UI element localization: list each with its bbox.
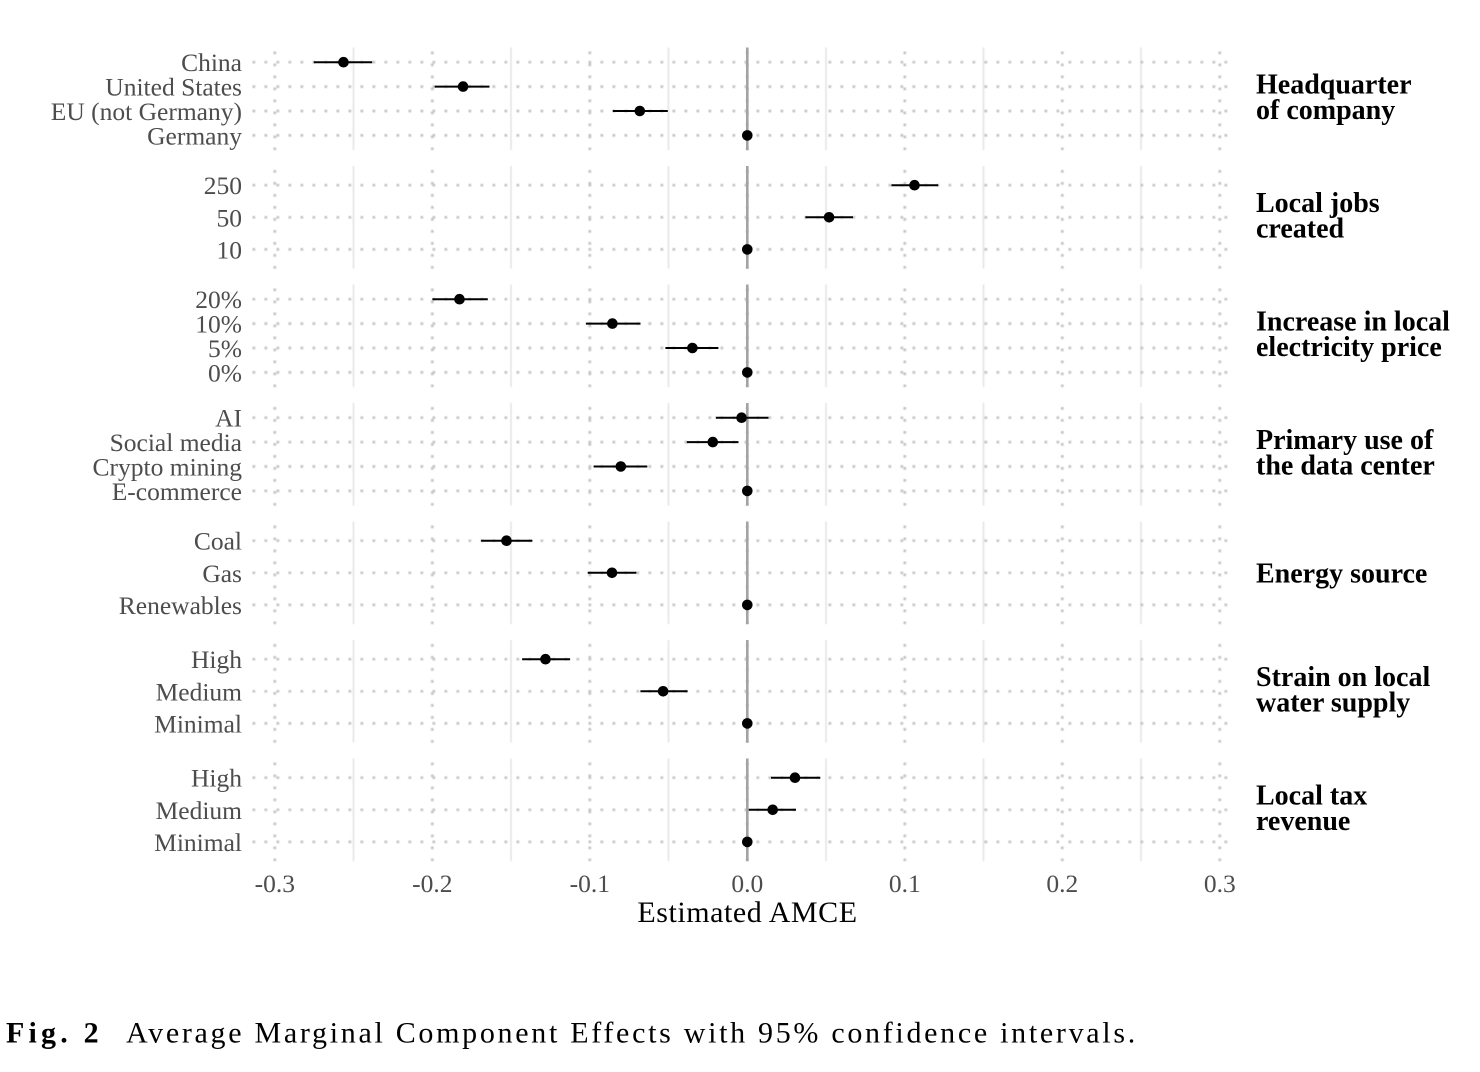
svg-text:created: created — [1256, 213, 1345, 244]
svg-text:0.1: 0.1 — [889, 869, 921, 898]
svg-text:Minimal: Minimal — [154, 828, 242, 857]
svg-text:High: High — [191, 764, 242, 793]
svg-text:Social media: Social media — [110, 428, 242, 457]
svg-text:Medium: Medium — [156, 677, 243, 706]
svg-text:10: 10 — [217, 235, 243, 264]
svg-text:United States: United States — [105, 73, 242, 102]
svg-text:Average Marginal Component Eff: Average Marginal Component Effects with … — [126, 1017, 1138, 1050]
svg-text:-0.1: -0.1 — [570, 869, 610, 898]
svg-text:50: 50 — [217, 203, 243, 232]
svg-text:EU (not Germany): EU (not Germany) — [51, 97, 242, 126]
svg-text:20%: 20% — [195, 285, 242, 314]
svg-text:AI: AI — [215, 404, 242, 433]
svg-text:Medium: Medium — [156, 796, 243, 825]
svg-text:Energy source: Energy source — [1256, 558, 1427, 589]
svg-text:the data center: the data center — [1256, 450, 1435, 481]
svg-text:Local tax: Local tax — [1256, 781, 1367, 812]
svg-text:revenue: revenue — [1256, 806, 1350, 837]
svg-text:E-commerce: E-commerce — [112, 477, 242, 506]
svg-text:Germany: Germany — [147, 121, 242, 150]
svg-text:-0.3: -0.3 — [255, 869, 295, 898]
svg-text:0.0: 0.0 — [731, 869, 763, 898]
svg-text:Crypto mining: Crypto mining — [93, 453, 243, 482]
svg-text:Renewables: Renewables — [119, 591, 242, 620]
svg-text:Primary use of: Primary use of — [1256, 425, 1434, 456]
svg-text:Minimal: Minimal — [154, 709, 242, 738]
svg-text:High: High — [191, 645, 242, 674]
svg-text:0.3: 0.3 — [1204, 869, 1236, 898]
svg-text:Estimated AMCE: Estimated AMCE — [637, 896, 857, 929]
svg-text:Strain on local: Strain on local — [1256, 662, 1430, 693]
svg-text:Headquarter: Headquarter — [1256, 70, 1412, 101]
svg-text:250: 250 — [204, 171, 242, 200]
svg-text:Coal: Coal — [194, 527, 242, 556]
svg-text:Increase in local: Increase in local — [1256, 307, 1450, 338]
svg-text:10%: 10% — [195, 310, 242, 339]
svg-text:Gas: Gas — [202, 559, 242, 588]
svg-text:5%: 5% — [208, 334, 242, 363]
svg-text:electricity price: electricity price — [1256, 332, 1442, 363]
svg-text:-0.2: -0.2 — [412, 869, 452, 898]
svg-text:Fig. 2: Fig. 2 — [6, 1017, 103, 1050]
svg-text:China: China — [181, 48, 242, 77]
svg-text:Local jobs: Local jobs — [1256, 188, 1380, 219]
svg-text:0%: 0% — [208, 358, 242, 387]
svg-text:water supply: water supply — [1256, 687, 1410, 718]
svg-text:0.2: 0.2 — [1046, 869, 1078, 898]
svg-text:of company: of company — [1256, 95, 1395, 126]
